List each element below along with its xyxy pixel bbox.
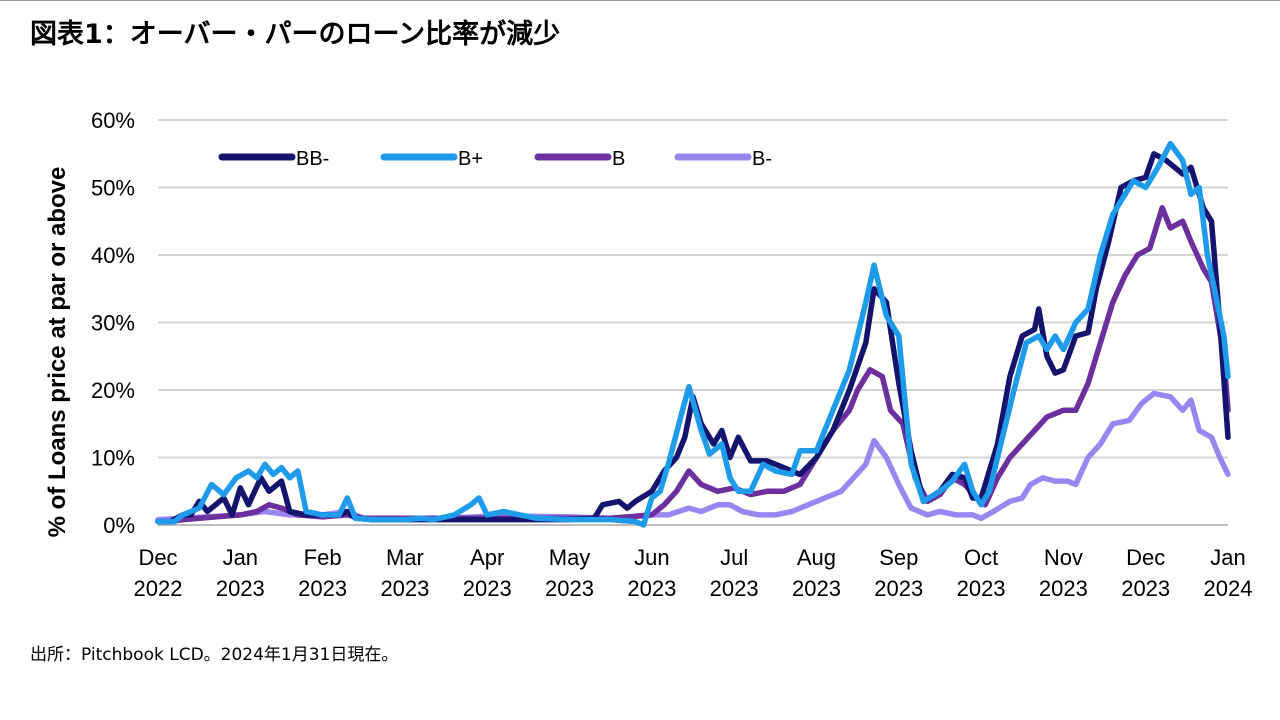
y-tick-label: 40% — [91, 243, 135, 268]
top-rule — [0, 0, 1280, 1]
x-tick-month: Mar — [386, 545, 424, 570]
source-footnote: 出所：Pitchbook LCD。2024年1月31日現在。 — [30, 645, 399, 665]
x-axis-ticks: Dec 2022 Jan 2023 Feb 2023 Mar 2023 Apr 2023 May 20… — [134, 545, 1253, 601]
x-tick-year: 2023 — [1121, 576, 1170, 601]
x-tick-month: Aug — [797, 545, 836, 570]
y-tick-label: 50% — [91, 176, 135, 201]
x-tick-month: Jan — [223, 545, 258, 570]
x-tick-year: 2023 — [874, 576, 923, 601]
y-tick-label: 20% — [91, 378, 135, 403]
x-tick-month: Feb — [304, 545, 342, 570]
x-tick-month: Apr — [470, 545, 504, 570]
chart-title: 図表1：オーバー・パーのローン比率が減少 — [30, 19, 561, 50]
x-tick-year: 2023 — [298, 576, 347, 601]
gridlines — [158, 119, 1228, 526]
x-tick-month: Sep — [879, 545, 918, 570]
x-tick-month: May — [549, 545, 591, 570]
x-tick-year: 2023 — [216, 576, 265, 601]
x-tick-year: 2023 — [710, 576, 759, 601]
x-tick-year: 2023 — [792, 576, 841, 601]
x-tick-year: 2023 — [1039, 576, 1088, 601]
y-tick-label: 30% — [91, 311, 135, 336]
y-tick-label: 0% — [103, 513, 135, 538]
x-tick-month: Dec — [1126, 545, 1165, 570]
x-tick-year: 2023 — [463, 576, 512, 601]
x-tick-month: Jan — [1210, 545, 1245, 570]
x-tick-year: 2023 — [627, 576, 676, 601]
y-tick-label: 10% — [91, 446, 135, 471]
y-tick-label: 60% — [91, 108, 135, 133]
legend: BB- B+ B B- — [218, 148, 772, 170]
x-tick-year: 2024 — [1204, 576, 1253, 601]
x-tick-month: Jul — [720, 545, 748, 570]
x-tick-year: 2023 — [545, 576, 594, 601]
x-tick-month: Dec — [138, 545, 177, 570]
legend-label-BB-: BB- — [296, 148, 329, 170]
y-axis-ticks: 0% 10% 20% 30% 40% 50% 60% — [91, 108, 135, 538]
x-tick-year: 2023 — [957, 576, 1006, 601]
legend-label-B-: B- — [752, 148, 772, 170]
y-axis-label: % of Loans price at par or above — [44, 167, 71, 538]
x-tick-month: Nov — [1044, 545, 1083, 570]
legend-label-B+: B+ — [458, 148, 483, 170]
series-line-BB- — [155, 151, 1231, 525]
legend-label-B: B — [612, 148, 625, 170]
x-tick-year: 2023 — [380, 576, 429, 601]
series-lines — [155, 140, 1231, 528]
x-tick-month: Jun — [634, 545, 669, 570]
series-line-B+ — [155, 140, 1231, 528]
x-tick-year: 2022 — [134, 576, 183, 601]
x-tick-month: Oct — [964, 545, 998, 570]
